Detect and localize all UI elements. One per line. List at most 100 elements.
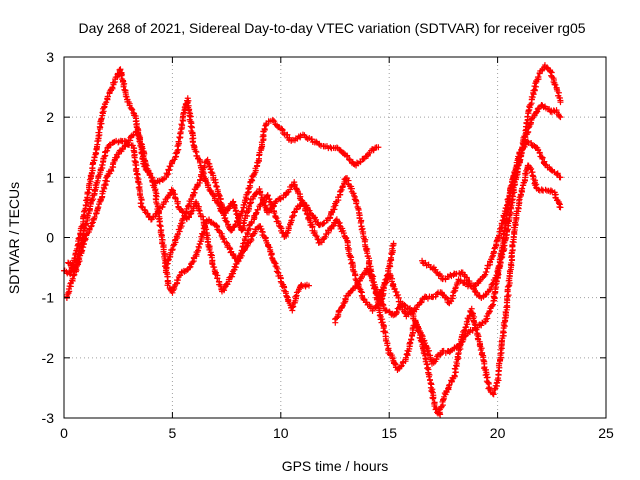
plus-marker (271, 118, 278, 125)
plus-marker (336, 222, 343, 229)
plus-marker (164, 257, 171, 264)
plus-marker (329, 223, 336, 230)
plus-marker (283, 293, 290, 300)
plus-marker (169, 246, 176, 253)
plus-marker (208, 169, 215, 176)
plus-marker (174, 200, 181, 207)
plus-marker (90, 216, 97, 223)
plus-marker (427, 377, 434, 384)
x-axis-label: GPS time / hours (282, 458, 389, 474)
plus-marker (196, 159, 203, 166)
plus-marker (91, 187, 98, 194)
plus-marker (128, 105, 135, 112)
plus-marker (82, 235, 89, 242)
plus-marker (216, 193, 223, 200)
plus-marker (179, 122, 186, 129)
plus-marker (452, 365, 459, 372)
plus-marker (375, 144, 382, 151)
plus-marker (223, 239, 230, 246)
plus-marker (135, 184, 142, 191)
data-points (60, 62, 564, 418)
plus-marker (264, 192, 271, 199)
plus-marker (177, 272, 184, 279)
plus-marker (243, 244, 250, 251)
plus-marker (186, 264, 193, 271)
plus-marker (200, 225, 207, 232)
grid-lines (64, 57, 606, 418)
plus-marker (357, 288, 364, 295)
x-tick-label: 25 (598, 425, 614, 441)
plus-marker (213, 183, 220, 190)
plus-marker (195, 243, 202, 250)
series-trace-c (65, 125, 312, 314)
plus-marker (226, 274, 233, 281)
plus-marker (192, 148, 199, 155)
plus-marker (165, 166, 172, 173)
plus-marker (246, 203, 253, 210)
plus-marker (75, 258, 82, 265)
plus-marker (103, 99, 110, 106)
plus-marker (82, 220, 89, 227)
plus-marker (148, 174, 155, 181)
plus-marker (557, 204, 564, 211)
plus-marker (305, 282, 312, 289)
plus-marker (137, 140, 144, 147)
plus-marker (178, 121, 185, 128)
plus-marker (120, 83, 127, 90)
plus-marker (88, 223, 95, 230)
plus-marker (261, 125, 268, 132)
x-tick-label: 20 (490, 425, 506, 441)
plus-marker (341, 150, 348, 157)
plus-marker (177, 130, 184, 137)
plus-marker (238, 249, 245, 256)
plus-marker (265, 243, 272, 250)
plus-marker (322, 233, 329, 240)
plus-marker (122, 93, 129, 100)
plus-marker (69, 275, 76, 282)
x-tick-label: 10 (273, 425, 289, 441)
plus-marker (231, 223, 238, 230)
chart-title: Day 268 of 2021, Sidereal Day-to-day VTE… (78, 20, 585, 36)
plus-marker (104, 93, 111, 100)
x-tick-label: 15 (381, 425, 397, 441)
plus-marker (253, 209, 260, 216)
plus-marker (258, 144, 265, 151)
plus-marker (86, 176, 93, 183)
plus-marker (211, 264, 218, 271)
plus-marker (361, 296, 368, 303)
plus-marker (71, 271, 78, 278)
plus-marker (159, 176, 166, 183)
series-trace-e (332, 162, 564, 418)
plus-marker (313, 233, 320, 240)
x-tick-label: 0 (60, 425, 68, 441)
x-tick-label: 5 (169, 425, 177, 441)
plus-marker (98, 115, 105, 122)
plus-marker (340, 230, 347, 237)
y-tick-label: 2 (46, 109, 54, 125)
plus-marker (85, 189, 92, 196)
y-tick-label: 3 (46, 49, 54, 65)
plus-marker (239, 226, 246, 233)
plus-marker (277, 278, 284, 285)
plus-marker (99, 162, 106, 169)
plus-marker (143, 162, 150, 169)
plus-marker (210, 220, 217, 227)
plus-marker (327, 144, 334, 151)
plus-marker (254, 206, 261, 213)
plus-marker (232, 208, 239, 215)
plus-marker (214, 275, 221, 282)
plus-marker (145, 168, 152, 175)
plus-marker (197, 176, 204, 183)
plus-marker (229, 227, 236, 234)
plus-marker (110, 79, 117, 86)
y-tick-label: -1 (42, 290, 55, 306)
plus-marker (118, 72, 125, 79)
y-tick-label: 1 (46, 169, 54, 185)
plus-marker (196, 241, 203, 248)
plus-marker (121, 80, 128, 87)
plus-marker (88, 220, 95, 227)
plus-marker (390, 240, 397, 247)
plus-marker (271, 210, 278, 217)
plus-marker (174, 232, 181, 239)
